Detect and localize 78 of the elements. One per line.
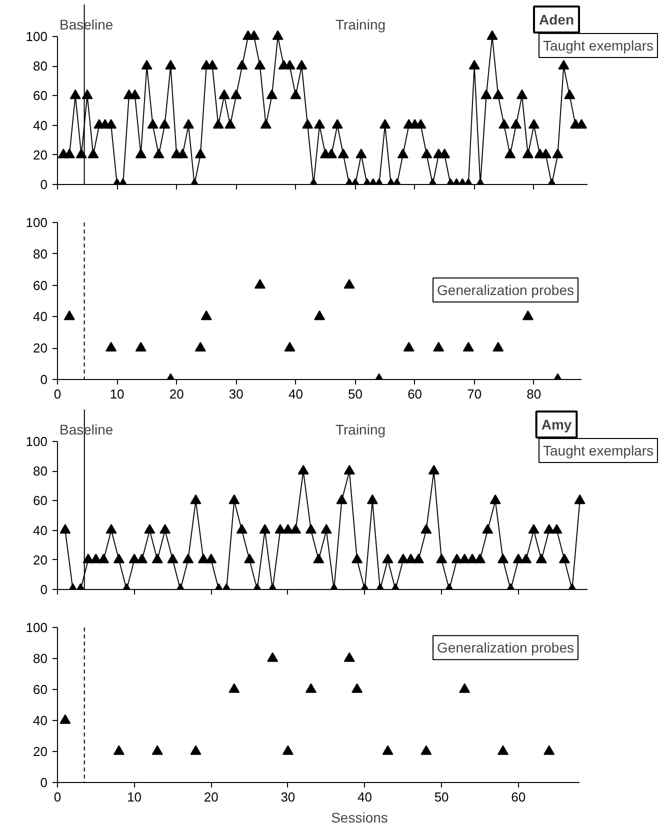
point [344, 279, 355, 289]
x-tick-label: 60 [408, 386, 422, 402]
text: Training [335, 16, 386, 32]
y-tick-label: 40 [33, 522, 48, 538]
chart-title: Amy [541, 416, 572, 432]
x-tick-label: 20 [204, 790, 218, 804]
y-tick-label: 80 [33, 58, 48, 74]
point [228, 683, 240, 693]
point [200, 310, 212, 320]
point [522, 310, 534, 320]
y-tick-label: 0 [40, 372, 48, 387]
point [305, 683, 316, 693]
x-tick-label: 40 [288, 386, 303, 402]
point [314, 310, 326, 320]
point [420, 745, 432, 755]
y-tick-label: 40 [33, 118, 48, 133]
x-tick-label: 40 [358, 790, 372, 804]
y-tick-label: 20 [33, 340, 48, 356]
x-tick-label: 80 [526, 386, 542, 402]
point [194, 342, 206, 352]
point [135, 342, 146, 352]
y-tick-label: 100 [26, 434, 48, 449]
y-tick-label: 40 [33, 713, 48, 728]
y-tick-label: 60 [33, 88, 48, 104]
y-tick-label: 80 [33, 464, 48, 479]
y-tick-label: 20 [33, 744, 48, 759]
point [60, 714, 71, 724]
point [284, 342, 296, 352]
point [344, 652, 355, 662]
y-tick-label: 100 [26, 215, 48, 230]
annotation: Taught exemplars [542, 442, 654, 458]
point [352, 683, 363, 693]
y-tick-label: 80 [33, 246, 48, 262]
point [64, 310, 75, 320]
x-tick-label: 10 [110, 386, 124, 402]
y-tick-label: 60 [33, 682, 48, 697]
x-tick-label: 50 [348, 386, 362, 402]
point [544, 745, 555, 755]
x-tick-label: 50 [434, 790, 449, 804]
y-tick-label: 0 [40, 775, 48, 790]
point [459, 683, 470, 693]
y-tick-label: 100 [26, 620, 48, 635]
point [282, 745, 294, 755]
x-tick-label: 70 [467, 386, 482, 402]
y-tick-label: 80 [33, 651, 48, 666]
x-tick-label: 10 [127, 790, 142, 804]
y-tick-label: 100 [26, 29, 48, 44]
x-tick-label: 20 [169, 386, 184, 402]
point [254, 279, 266, 289]
point [403, 342, 414, 352]
text: Training [335, 422, 386, 438]
annotation: Generalization probes [437, 640, 574, 656]
point [113, 745, 124, 755]
y-tick-label: 20 [33, 147, 48, 162]
annotation: Taught exemplars [542, 38, 654, 54]
x-tick-label: 0 [54, 790, 62, 804]
point [492, 342, 504, 352]
point [433, 342, 444, 352]
point [190, 745, 202, 755]
y-tick-label: 20 [33, 552, 48, 568]
x-tick-label: 0 [54, 386, 62, 402]
point [498, 745, 509, 755]
x-tick-label: 30 [228, 386, 244, 402]
point [152, 745, 163, 755]
y-tick-label: 0 [40, 177, 48, 192]
point [382, 745, 394, 755]
point [267, 652, 278, 662]
annotation: Generalization probes [437, 282, 574, 298]
x-axis-title: Sessions [331, 810, 388, 826]
chart-title: Aden [539, 12, 574, 28]
point [106, 342, 117, 352]
x-tick-label: 30 [280, 790, 296, 804]
y-tick-label: 0 [40, 582, 48, 597]
y-tick-label: 40 [33, 309, 48, 324]
y-tick-label: 60 [33, 278, 48, 293]
point [462, 342, 474, 352]
y-tick-label: 60 [33, 493, 48, 508]
x-tick-label: 60 [511, 790, 526, 804]
